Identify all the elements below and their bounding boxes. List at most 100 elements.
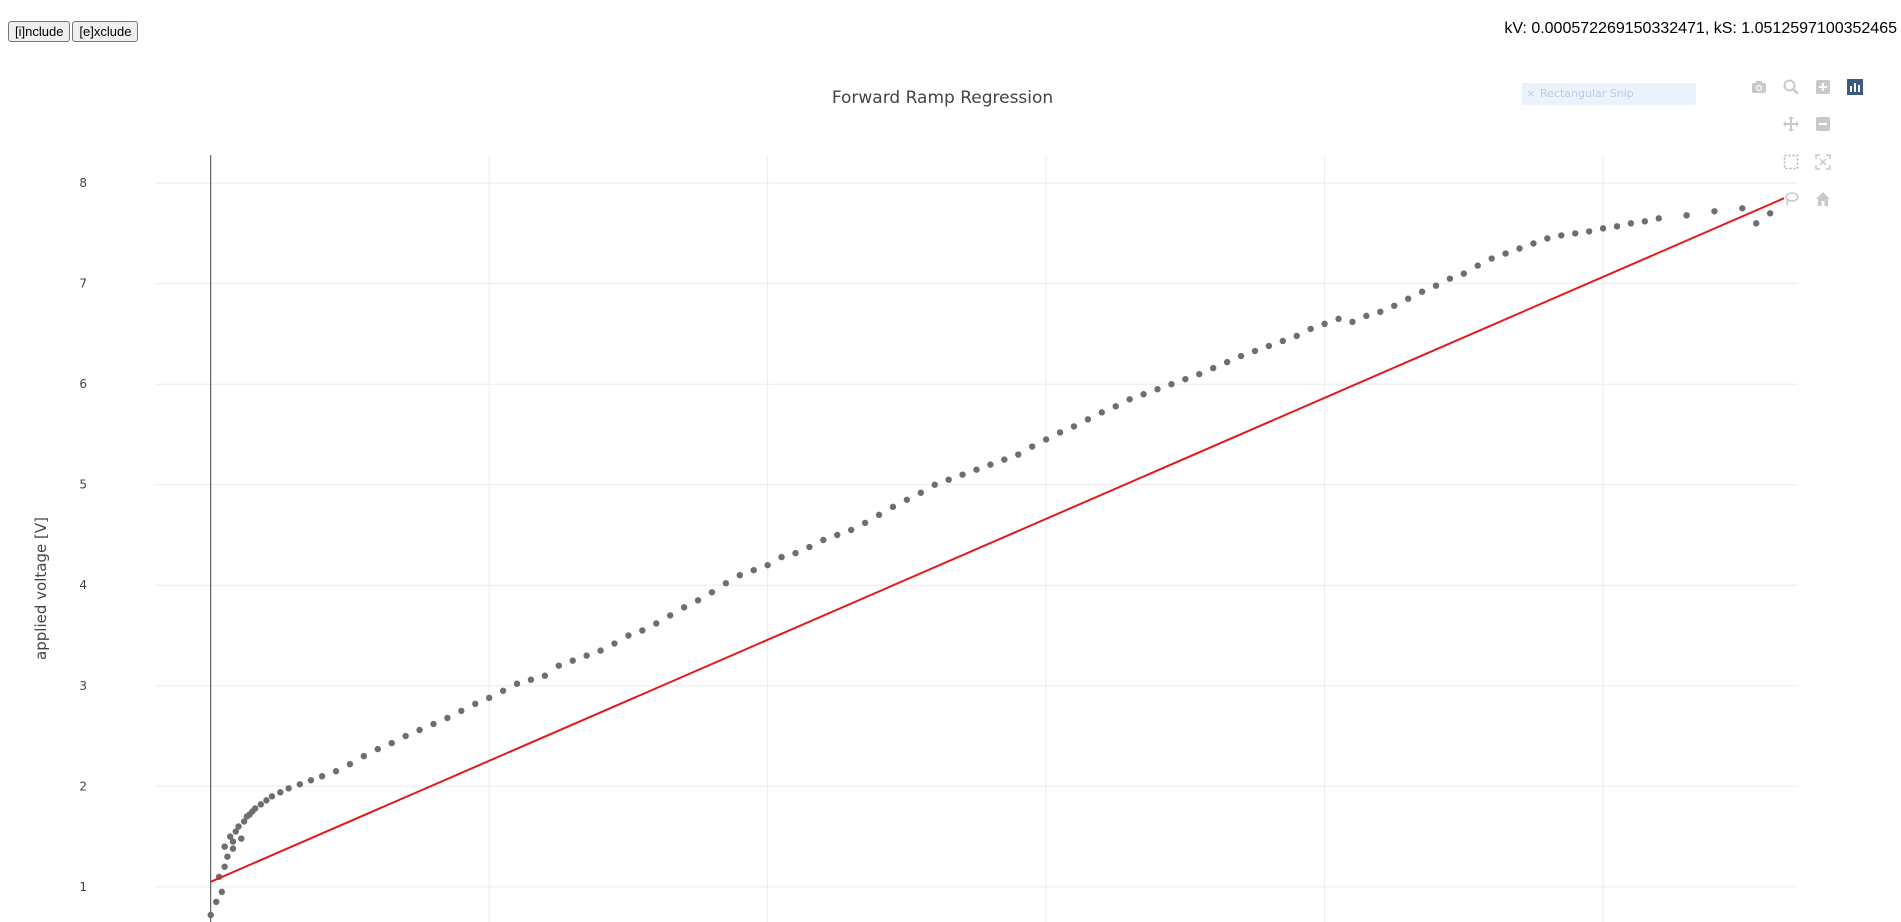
data-point — [806, 543, 813, 551]
y-tick-label: 1 — [79, 880, 87, 894]
y-tick-label: 7 — [79, 277, 87, 291]
data-point — [1585, 228, 1593, 235]
data-point — [224, 853, 231, 860]
data-point — [834, 531, 841, 539]
data-point — [1446, 275, 1454, 282]
exclude-button[interactable]: [e]xclude — [72, 21, 139, 42]
data-point — [1753, 220, 1760, 227]
data-point — [1502, 250, 1509, 257]
pan-icon[interactable] — [1780, 113, 1802, 135]
data-point — [268, 793, 276, 800]
data-point — [917, 489, 925, 496]
data-point — [213, 898, 220, 906]
data-point — [1335, 315, 1342, 323]
data-point — [1279, 337, 1287, 345]
data-point — [792, 549, 799, 557]
data-point — [263, 797, 270, 804]
data-point — [257, 801, 265, 808]
data-point — [235, 823, 242, 830]
data-point — [277, 789, 284, 796]
y-axis-label: applied voltage [V] — [32, 517, 50, 660]
autoscale-icon[interactable] — [1812, 151, 1834, 173]
data-point — [360, 752, 368, 760]
data-point — [221, 863, 228, 870]
data-point — [1627, 220, 1635, 227]
data-point — [1558, 232, 1565, 239]
data-point — [1572, 230, 1579, 237]
data-point — [388, 739, 395, 747]
data-point — [959, 471, 966, 478]
data-point — [285, 785, 292, 792]
data-point — [1154, 386, 1161, 393]
y-axis-ticks: 1 2 3 4 5 6 7 8 — [79, 176, 87, 894]
include-button[interactable]: [i]nclude — [8, 21, 71, 42]
data-point — [1418, 288, 1426, 295]
data-point — [485, 694, 493, 702]
data-point — [583, 652, 590, 659]
data-point — [1474, 262, 1481, 269]
data-point — [402, 732, 409, 740]
data-point — [1042, 436, 1050, 443]
close-icon[interactable]: × — [1526, 87, 1536, 100]
box-select-icon[interactable] — [1780, 151, 1802, 173]
camera-icon[interactable] — [1748, 76, 1770, 98]
data-point — [1641, 218, 1649, 225]
data-point — [1655, 215, 1662, 222]
data-point — [1377, 308, 1384, 316]
y-tick-label: 5 — [79, 478, 87, 492]
data-point — [1683, 212, 1690, 219]
modebar — [1748, 76, 1880, 216]
data-point — [1488, 255, 1495, 262]
data-point — [1223, 358, 1231, 366]
data-point — [1321, 320, 1328, 328]
bar-chart-icon[interactable] — [1844, 76, 1866, 98]
data-point — [229, 838, 237, 845]
zoom-icon[interactable] — [1780, 76, 1802, 98]
data-point — [778, 553, 785, 561]
data-point — [1001, 456, 1008, 463]
data-point — [374, 745, 381, 753]
data-point — [722, 580, 730, 587]
data-point — [1544, 235, 1551, 242]
data-point — [987, 461, 994, 468]
lasso-icon[interactable] — [1780, 188, 1802, 210]
data-point — [207, 911, 214, 919]
data-point — [1432, 282, 1440, 289]
data-point — [472, 700, 479, 708]
rectangular-snip-panel[interactable]: × Rectangular Snip — [1522, 83, 1696, 105]
data-point — [889, 503, 897, 511]
data-point — [1599, 225, 1607, 232]
data-point — [973, 466, 980, 473]
data-point — [346, 760, 354, 768]
data-point — [555, 662, 562, 669]
data-point — [499, 687, 507, 694]
data-point — [527, 676, 535, 683]
data-point — [694, 597, 702, 604]
data-point — [1293, 332, 1300, 340]
data-point — [1210, 364, 1217, 372]
data-point — [296, 781, 304, 788]
regression-line — [210, 197, 1785, 883]
coefficient-readout: kV: 0.000572269150332471, kS: 1.05125971… — [1504, 20, 1897, 37]
zoom-out-icon[interactable] — [1812, 113, 1834, 135]
zoom-in-icon[interactable] — [1812, 76, 1834, 98]
data-point — [541, 672, 549, 679]
data-point — [861, 519, 869, 527]
chart-title: Forward Ramp Regression — [831, 88, 1054, 108]
data-point — [597, 647, 604, 654]
home-icon[interactable] — [1812, 188, 1834, 210]
data-point — [680, 604, 688, 611]
data-point — [639, 627, 646, 634]
grid — [155, 155, 1798, 922]
data-point — [458, 707, 465, 715]
data-point — [903, 496, 911, 503]
data-point — [764, 561, 771, 569]
data-point — [1711, 208, 1718, 215]
data-point — [1112, 403, 1119, 410]
data-point — [1028, 443, 1036, 450]
data-point — [1739, 205, 1746, 212]
y-tick-label: 3 — [79, 679, 87, 693]
data-point — [1363, 312, 1370, 320]
data-point — [318, 773, 326, 780]
